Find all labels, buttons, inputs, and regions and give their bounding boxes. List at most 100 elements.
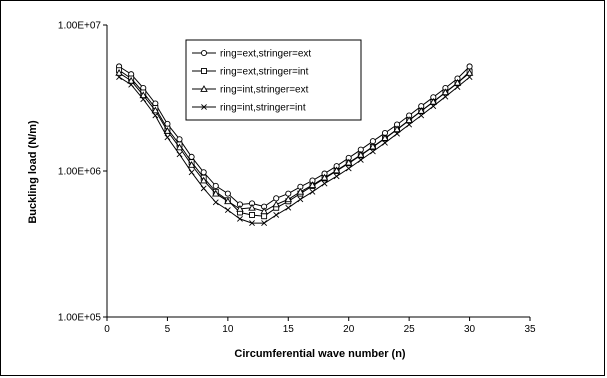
axes: 0 5 10 15 20 25 30 35 1.00E+05 1.00E+06 1.00E+07 (58, 21, 536, 336)
data-point (308, 181, 317, 188)
x-tick-label: 15 (283, 324, 295, 335)
data-point (140, 96, 147, 103)
data-point (224, 197, 232, 205)
data-point (418, 112, 425, 119)
legend-label: ring=ext,stringer=ext (220, 49, 311, 60)
data-point (164, 134, 171, 141)
data-point (442, 93, 449, 100)
data-point (357, 150, 365, 158)
legend-label: ring=int,stringer=int (220, 103, 306, 114)
data-point (200, 49, 208, 57)
y-tick-label: 1.00E+05 (58, 313, 102, 324)
data-point (163, 127, 172, 134)
data-point (249, 212, 255, 218)
data-point (212, 189, 220, 197)
data-point (369, 148, 376, 155)
data-point (466, 63, 473, 70)
data-point (273, 212, 280, 218)
data-point (139, 91, 148, 99)
data-point (212, 199, 219, 206)
x-tick-label: 10 (222, 324, 234, 335)
legend-item: ring=ext,stringer=int (192, 67, 309, 78)
data-point (224, 190, 231, 197)
data-point (201, 104, 207, 110)
x-axis-title: Circumferential wave number (n) (234, 348, 405, 360)
data-point (454, 84, 461, 90)
data-point (200, 85, 208, 92)
data-point (453, 78, 462, 86)
legend-label: ring=ext,stringer=int (220, 67, 309, 78)
data-point (187, 161, 196, 168)
data-point (465, 68, 474, 76)
data-point (320, 173, 329, 181)
data-point (441, 88, 450, 96)
data-point (248, 203, 256, 211)
data-point (152, 112, 159, 119)
data-point (394, 130, 400, 137)
data-point (285, 204, 292, 211)
data-point (236, 204, 244, 212)
data-point (175, 143, 184, 151)
data-point (393, 125, 401, 133)
data-point (429, 97, 438, 105)
legend-item: ring=ext,stringer=ext (192, 49, 311, 60)
legend-item: ring=int,stringer=int (192, 103, 306, 114)
data-point (417, 106, 425, 114)
x-tick-label: 35 (524, 324, 536, 335)
data-point (249, 220, 255, 226)
legend-item: ring=int,stringer=ext (192, 85, 309, 96)
y-axis-title: Buckling load (N/m) (27, 120, 39, 224)
x-tick-label: 20 (343, 324, 355, 335)
data-point (381, 134, 389, 141)
data-point (128, 81, 135, 88)
legend: ring=ext,stringer=ext ring=ext,stringer=i… (185, 39, 362, 121)
data-point (405, 116, 413, 123)
data-point (466, 74, 473, 80)
data-point (201, 68, 207, 74)
legend-label: ring=int,stringer=ext (220, 85, 309, 96)
data-point (237, 215, 243, 222)
data-point (284, 195, 293, 203)
data-point (260, 207, 268, 215)
data-point (200, 169, 207, 176)
series-triangle (115, 68, 474, 215)
data-point (151, 106, 160, 114)
data-point (212, 182, 219, 189)
data-point (309, 188, 316, 195)
data-point (127, 76, 135, 84)
data-point (296, 187, 305, 195)
data-point (261, 213, 268, 220)
data-point (297, 196, 304, 203)
series-x (116, 74, 473, 226)
data-point (224, 207, 231, 213)
data-point (273, 195, 280, 202)
data-point (357, 157, 364, 163)
x-tick-label: 5 (165, 324, 171, 335)
x-tick-label: 25 (404, 324, 416, 335)
x-tick-label: 0 (104, 324, 110, 335)
data-point (332, 166, 341, 174)
data-point (115, 68, 123, 76)
data-point (272, 200, 280, 208)
data-point (382, 139, 388, 146)
data-point (176, 151, 183, 158)
data-point (344, 158, 353, 166)
y-tick-label: 1.00E+07 (58, 21, 102, 32)
data-point (345, 165, 352, 172)
data-point (369, 142, 377, 150)
y-tick-label: 1.00E+06 (58, 167, 102, 178)
data-point (200, 185, 207, 192)
data-point (188, 169, 195, 176)
data-point (199, 176, 208, 184)
data-point (321, 180, 328, 187)
data-point (116, 74, 123, 80)
series-line (118, 72, 470, 212)
data-point (333, 173, 340, 180)
data-point (261, 220, 268, 226)
series-group (115, 63, 474, 226)
x-tick-label: 30 (464, 324, 476, 335)
data-point (176, 136, 183, 143)
data-point (430, 103, 437, 110)
data-point (406, 121, 413, 128)
